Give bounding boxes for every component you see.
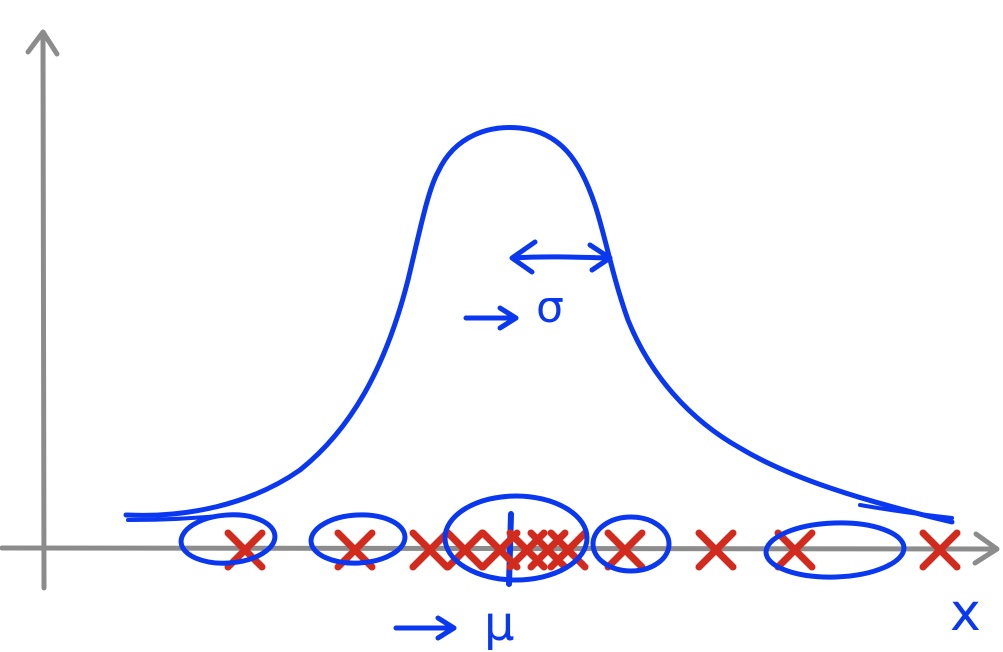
circled-group-2	[308, 512, 408, 566]
sigma-width-arrow	[509, 239, 613, 275]
circled-group-5	[763, 520, 907, 580]
y-axis-line	[40, 31, 47, 591]
y-axis-arrowhead	[25, 29, 60, 57]
mu-label: μ	[484, 596, 515, 652]
mean-marker-line	[506, 511, 514, 587]
sample-marker	[695, 529, 737, 571]
x-axis-label: x	[950, 583, 981, 643]
sample-marker	[547, 529, 589, 571]
circled-group-3	[442, 493, 590, 583]
gaussian-curve	[123, 125, 955, 525]
circled-groups	[178, 493, 907, 583]
x-axis-arrowhead	[972, 531, 1000, 566]
sample-marker	[919, 529, 961, 571]
sigma-pointer-arrow	[463, 305, 519, 331]
curve-tail-stroke-right	[858, 503, 954, 520]
sigma-label: σ	[536, 282, 564, 333]
circled-group-1	[178, 512, 278, 566]
circled-group-4	[590, 514, 672, 574]
sample-marker	[409, 529, 451, 571]
mu-pointer-arrow	[393, 615, 457, 641]
sample-marker	[604, 529, 646, 571]
sample-marker	[774, 529, 816, 571]
